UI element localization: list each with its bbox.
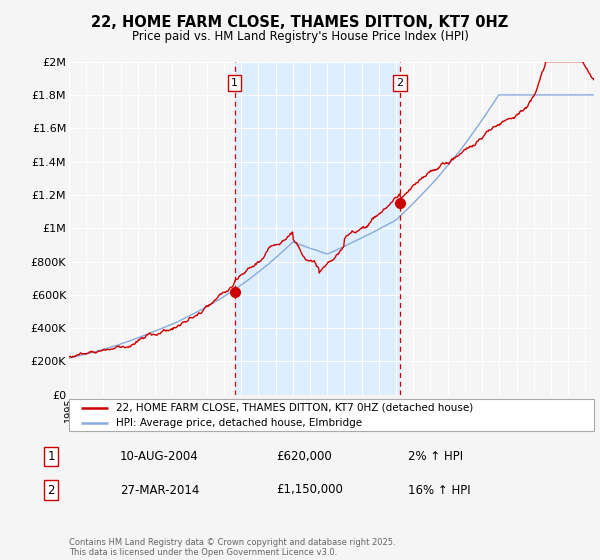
Text: 1: 1 xyxy=(47,450,55,463)
Bar xyxy=(235,62,400,395)
Text: 10-AUG-2004: 10-AUG-2004 xyxy=(120,450,199,463)
Text: 27-MAR-2014: 27-MAR-2014 xyxy=(120,483,199,497)
Text: 2: 2 xyxy=(397,78,404,88)
Text: 22, HOME FARM CLOSE, THAMES DITTON, KT7 0HZ: 22, HOME FARM CLOSE, THAMES DITTON, KT7 … xyxy=(91,15,509,30)
Text: Contains HM Land Registry data © Crown copyright and database right 2025.
This d: Contains HM Land Registry data © Crown c… xyxy=(69,538,395,557)
Text: HPI: Average price, detached house, Elmbridge: HPI: Average price, detached house, Elmb… xyxy=(116,418,362,428)
Text: 22, HOME FARM CLOSE, THAMES DITTON, KT7 0HZ (detached house): 22, HOME FARM CLOSE, THAMES DITTON, KT7 … xyxy=(116,403,473,413)
Text: 1: 1 xyxy=(231,78,238,88)
Text: Price paid vs. HM Land Registry's House Price Index (HPI): Price paid vs. HM Land Registry's House … xyxy=(131,30,469,43)
Text: 2: 2 xyxy=(47,483,55,497)
Text: £620,000: £620,000 xyxy=(276,450,332,463)
Text: £1,150,000: £1,150,000 xyxy=(276,483,343,497)
Text: 2% ↑ HPI: 2% ↑ HPI xyxy=(408,450,463,463)
Text: 16% ↑ HPI: 16% ↑ HPI xyxy=(408,483,470,497)
